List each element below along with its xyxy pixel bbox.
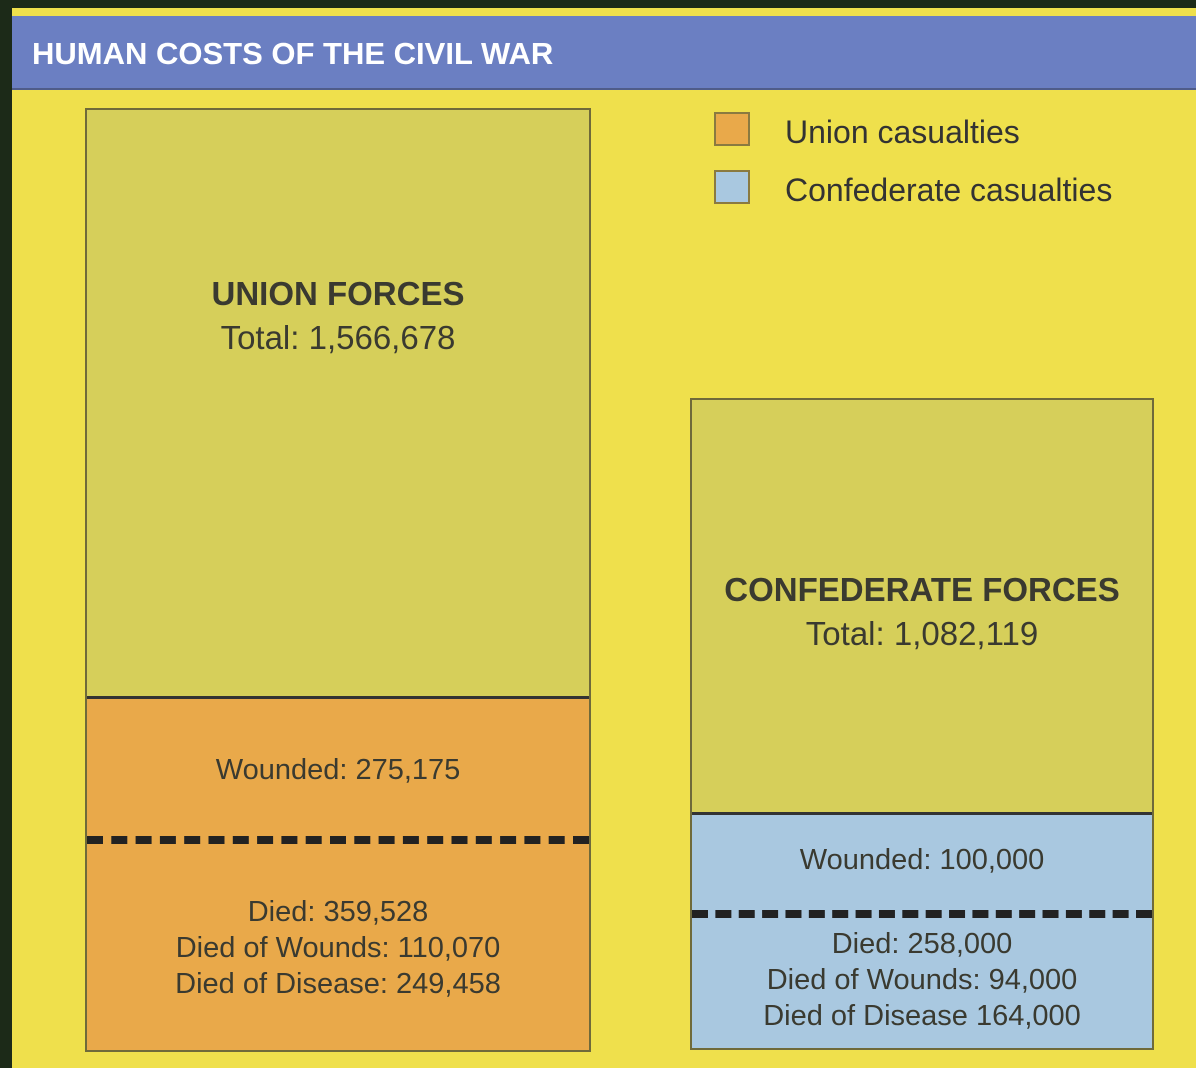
union-casualties [87,698,589,1050]
died-line: Died of Wounds: 110,070 [175,932,501,964]
title: HUMAN COSTS OF THE CIVIL WAR [32,36,554,71]
divider [87,696,589,699]
union-total: Total: 1,566,678 [220,319,456,356]
legend-label: Confederate casualties [785,172,1113,208]
legend-label: Union casualties [785,114,1020,150]
legend-swatch [714,112,750,146]
confederate-total: Total: 1,082,119 [805,615,1039,652]
confederate-heading: CONFEDERATE FORCES Total: 1,082,119 [692,568,1152,656]
confederate-wounded: Wounded: 100,000 [799,844,1045,876]
union-title: UNION FORCES [211,275,465,312]
confederate-died: Died: 258,000 Died of Wounds: 94,000 Die… [692,926,1152,1034]
dashed-line [87,836,589,844]
divider [692,812,1152,815]
union-wounded: Wounded: 275,175 [215,754,461,786]
confederate-title: CONFEDERATE FORCES [724,571,1120,608]
dashed-line [692,910,1152,918]
died-line: Died of Wounds: 94,000 [766,964,1078,996]
legend-swatch [714,170,750,204]
panel: HUMAN COSTS OF THE CIVIL WAR Union casua… [12,8,1196,1068]
union-died: Died: 359,528 Died of Wounds: 110,070 Di… [87,894,589,1002]
died-line: Died: 359,528 [247,896,429,928]
union-heading: UNION FORCES Total: 1,566,678 [87,272,589,360]
confederate-casualties [692,814,1152,1048]
died-line: Died: 258,000 [831,928,1013,960]
union-box: UNION FORCES Total: 1,566,678 Wounded: 2… [85,108,591,1052]
died-line: Died of Disease 164,000 [763,1000,1081,1032]
died-line: Died of Disease: 249,458 [175,968,501,1000]
header: HUMAN COSTS OF THE CIVIL WAR [12,16,1196,90]
confederate-box: CONFEDERATE FORCES Total: 1,082,119 Woun… [690,398,1154,1050]
